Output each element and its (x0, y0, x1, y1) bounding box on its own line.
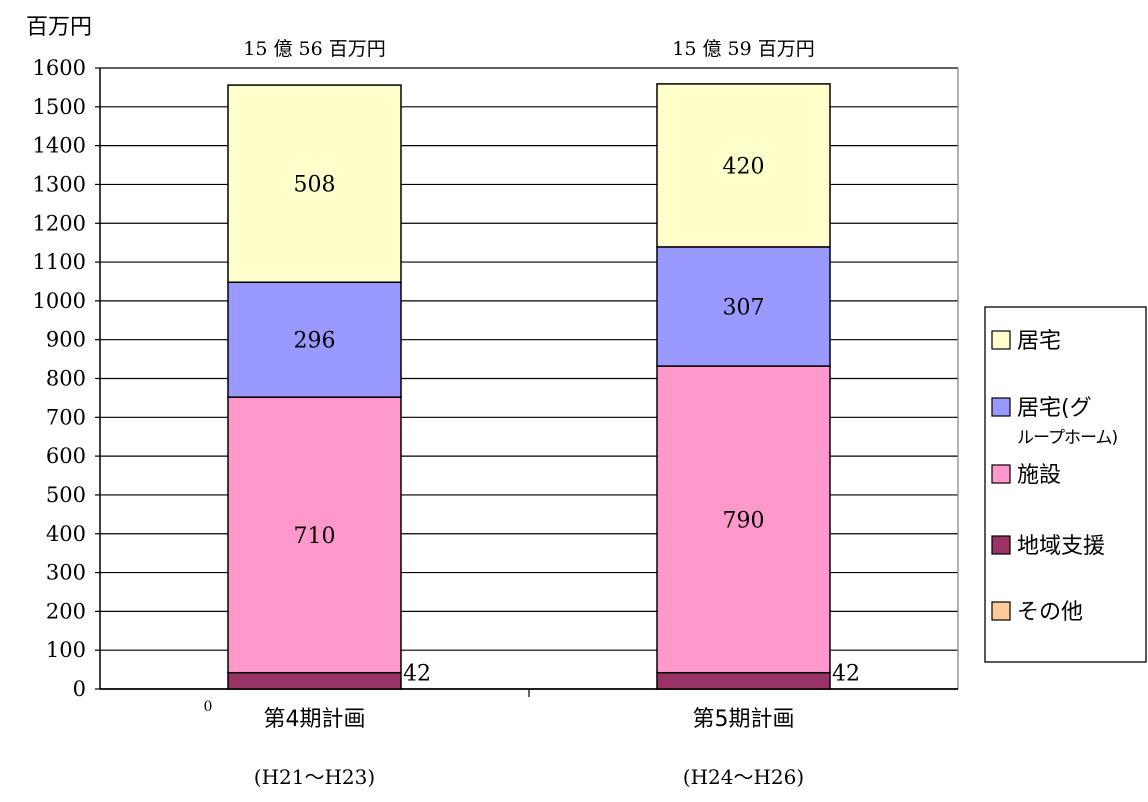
legend-swatch (991, 601, 1011, 621)
legend-label: 居宅(グ (1017, 396, 1092, 421)
y-tick-label: 1100 (33, 250, 86, 274)
legend-box (984, 306, 1147, 663)
bar-segment (227, 84, 402, 283)
bar-segment (656, 365, 831, 674)
bar-segment (227, 396, 402, 674)
legend-swatch (991, 535, 1011, 555)
y-tick-label: 1300 (33, 172, 86, 196)
data-label: 307 (723, 296, 765, 321)
bar-segment (656, 83, 831, 248)
legend-label: その他 (1017, 600, 1083, 625)
y-tick-label: 1600 (33, 56, 86, 80)
total-label: 15 億 59 百万円 (672, 38, 814, 60)
total-label: 15 億 56 百万円 (243, 38, 385, 60)
y-tick-label: 400 (46, 522, 86, 546)
data-label: 420 (723, 154, 765, 179)
x-category-sublabel: (H24～H26) (683, 765, 804, 789)
legend-label: ループホーム) (1017, 428, 1117, 448)
y-tick-label: 300 (46, 561, 86, 585)
x-category-label: 第5期計画 (693, 707, 795, 732)
y-tick-label: 1500 (33, 95, 86, 119)
bar-segment (227, 671, 402, 690)
y-tick-label: 500 (46, 483, 86, 507)
y-tick-label: 800 (46, 367, 86, 391)
y-tick-label: 0 (73, 677, 86, 701)
y-tick-label: 1000 (33, 289, 86, 313)
bar-segment (656, 246, 831, 367)
x-category-label: 第4期計画 (264, 707, 366, 732)
data-label: 42 (403, 662, 431, 687)
y-tick-label: 1400 (33, 134, 86, 158)
bar-segment (227, 281, 402, 398)
data-label: 710 (294, 524, 336, 549)
data-label: 0 (204, 699, 213, 715)
legend-swatch (991, 464, 1011, 484)
y-tick-label: 900 (46, 328, 86, 352)
unit-label: 百万円 (26, 15, 92, 40)
data-label: 790 (723, 508, 765, 533)
y-tick-label: 200 (46, 599, 86, 623)
legend-label: 居宅 (1017, 329, 1061, 354)
data-label: 42 (832, 662, 860, 687)
y-tick-label: 100 (46, 638, 86, 662)
legend-swatch (991, 397, 1011, 417)
legend-label: 施設 (1017, 463, 1061, 488)
y-tick-label: 1200 (33, 211, 86, 235)
data-label: 296 (294, 329, 336, 354)
data-label: 508 (294, 173, 336, 198)
y-tick-label: 700 (46, 405, 86, 429)
legend-label: 地域支援 (1017, 534, 1105, 559)
bar-segment (656, 671, 831, 690)
y-tick-label: 600 (46, 444, 86, 468)
legend-swatch (991, 330, 1011, 350)
x-category-sublabel: (H21～H23) (254, 765, 375, 789)
